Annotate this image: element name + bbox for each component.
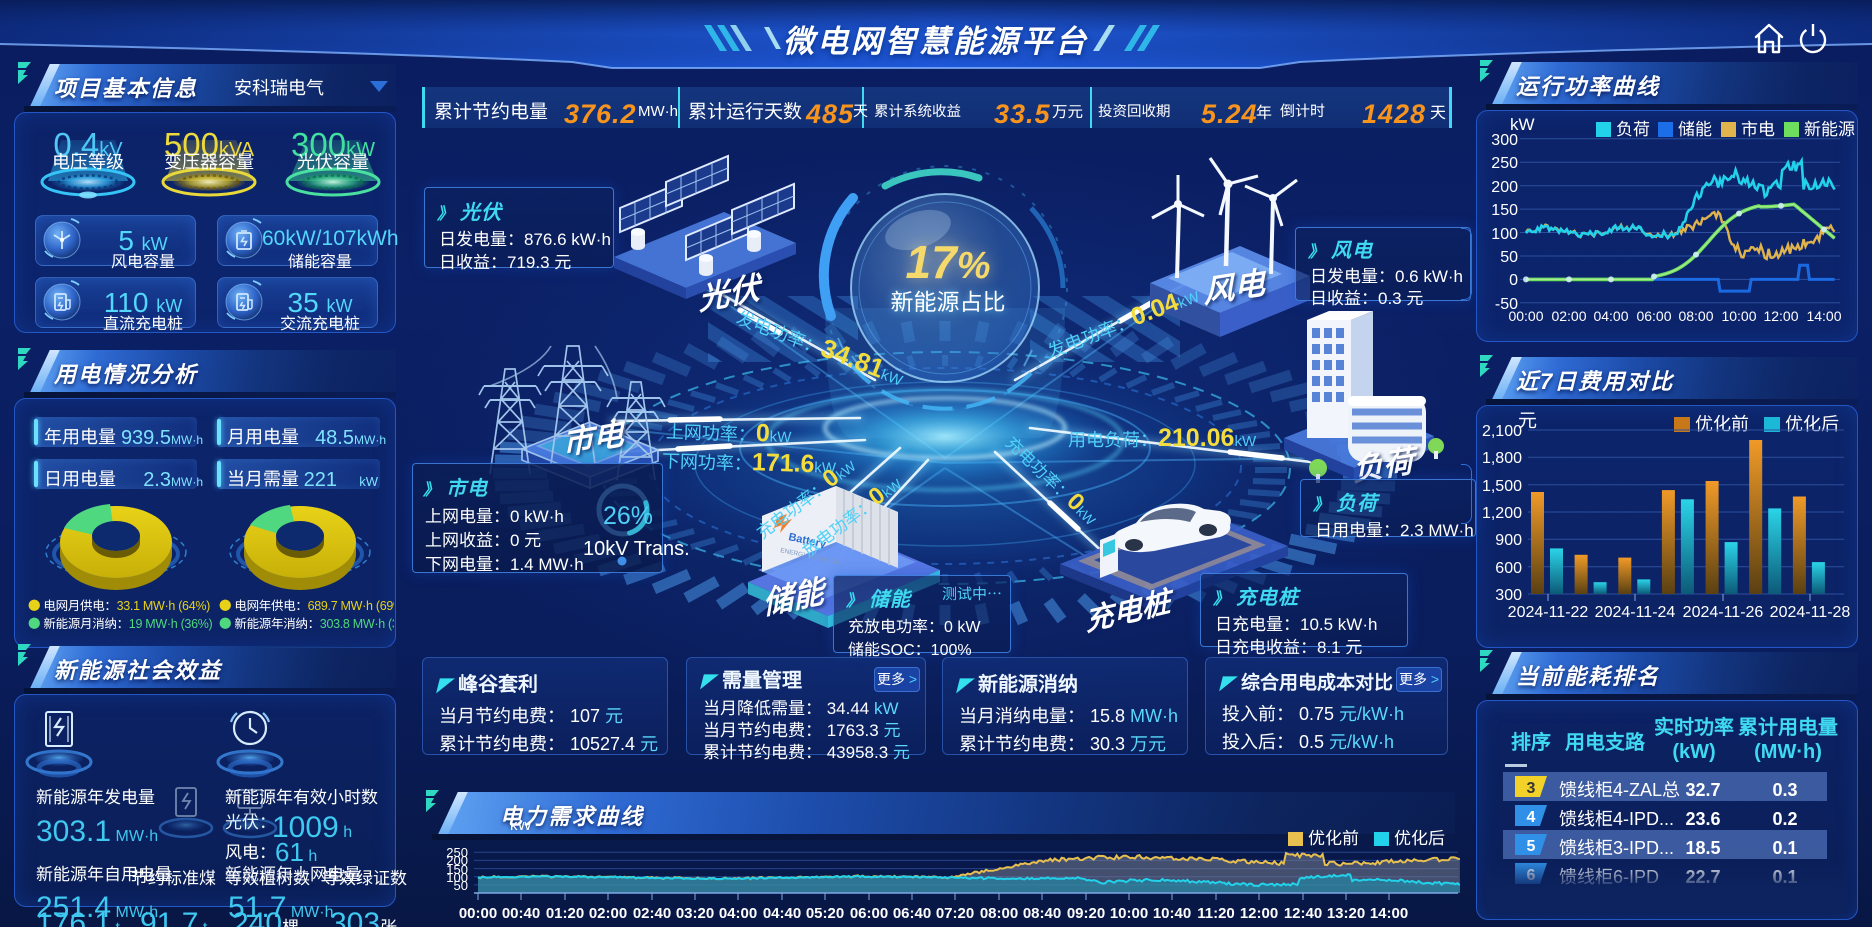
svg-text:2024-11-24: 2024-11-24 [1595,598,1676,622]
svg-text:优化后: 优化后 [1394,824,1445,849]
svg-text:600: 600 [1495,554,1522,578]
svg-text:02:00: 02:00 [1551,306,1586,326]
svg-text:Battery: Battery [787,528,828,552]
svg-text:900: 900 [1495,526,1522,550]
svg-text:12:00: 12:00 [1763,306,1798,326]
svg-text:06:40: 06:40 [893,902,931,923]
svg-text:10:00: 10:00 [1110,902,1148,923]
svg-text:10:40: 10:40 [1153,902,1191,923]
svg-text:50: 50 [454,875,468,894]
svg-text:02:40: 02:40 [633,902,671,923]
svg-text:02:00: 02:00 [589,902,627,923]
svg-text:11:20: 11:20 [1197,902,1235,923]
svg-text:06:00: 06:00 [1636,306,1671,326]
svg-text:150: 150 [446,859,468,878]
svg-text:06:00: 06:00 [850,902,888,923]
svg-text:100: 100 [446,867,468,886]
svg-text:12:00: 12:00 [1240,902,1278,923]
svg-text:07:20: 07:20 [936,902,974,923]
svg-text:00:00: 00:00 [459,902,497,923]
svg-text:14:00: 14:00 [1806,306,1841,326]
svg-text:负荷: 负荷 [1616,115,1650,140]
svg-text:kW: kW [510,822,533,835]
svg-text:优化前: 优化前 [1695,410,1749,436]
svg-text:2024-11-22: 2024-11-22 [1508,598,1589,622]
svg-text:1,800: 1,800 [1482,444,1522,468]
svg-text:300: 300 [1495,581,1522,605]
svg-text:03:20: 03:20 [676,902,714,923]
svg-text:05:20: 05:20 [806,902,844,923]
svg-text:04:00: 04:00 [719,902,757,923]
svg-text:2024-11-28: 2024-11-28 [1770,598,1851,622]
svg-text:市电: 市电 [1741,115,1775,140]
svg-text:00:40: 00:40 [502,902,540,923]
svg-text:优化后: 优化后 [1785,410,1839,436]
svg-text:200: 200 [446,850,468,869]
svg-text:08:00: 08:00 [1678,306,1713,326]
svg-text:00:00: 00:00 [1508,306,1543,326]
svg-text:200: 200 [1491,173,1518,197]
svg-text:08:40: 08:40 [1023,902,1061,923]
svg-text:250: 250 [446,842,468,861]
svg-text:14:00: 14:00 [1370,902,1408,923]
svg-text:04:00: 04:00 [1593,306,1628,326]
svg-text:2,100: 2,100 [1482,417,1522,441]
svg-text:150: 150 [1491,196,1518,220]
svg-text:-50: -50 [1495,290,1518,314]
svg-text:新能源: 新能源 [1804,115,1855,140]
svg-text:04:40: 04:40 [763,902,801,923]
svg-text:10:00: 10:00 [1721,306,1756,326]
svg-text:50: 50 [1500,243,1518,267]
svg-text:优化前: 优化前 [1308,824,1359,849]
svg-text:250: 250 [1491,149,1518,173]
svg-text:2024-11-26: 2024-11-26 [1683,598,1764,622]
svg-text:kW: kW [1510,110,1535,135]
svg-text:09:20: 09:20 [1067,902,1105,923]
svg-text:0: 0 [1509,266,1518,290]
svg-text:元: 元 [1518,406,1537,433]
svg-text:01:20: 01:20 [546,902,584,923]
svg-text:300: 300 [1491,126,1518,150]
svg-text:100: 100 [1491,220,1518,244]
svg-text:12:40: 12:40 [1284,902,1322,923]
svg-text:储能: 储能 [1678,115,1712,140]
svg-text:08:00: 08:00 [980,902,1018,923]
svg-text:1,200: 1,200 [1482,499,1522,523]
svg-text:1,500: 1,500 [1482,472,1522,496]
svg-text:13:20: 13:20 [1327,902,1365,923]
